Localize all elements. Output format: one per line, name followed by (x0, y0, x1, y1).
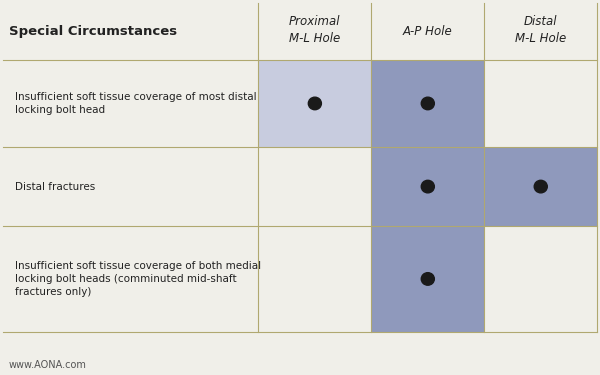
Ellipse shape (534, 180, 547, 193)
Bar (259, 60, 371, 147)
Text: Insufficient soft tissue coverage of both medial
locking bolt heads (comminuted : Insufficient soft tissue coverage of bot… (14, 261, 261, 297)
Ellipse shape (421, 273, 434, 285)
Text: M-L Hole: M-L Hole (515, 32, 566, 45)
Text: Distal: Distal (524, 15, 557, 28)
Bar (484, 147, 597, 226)
Text: www.AONA.com: www.AONA.com (9, 360, 86, 370)
Text: M-L Hole: M-L Hole (289, 32, 340, 45)
Bar (371, 60, 484, 147)
Text: A-P Hole: A-P Hole (403, 25, 452, 38)
Ellipse shape (308, 97, 322, 110)
Bar (371, 226, 484, 332)
Ellipse shape (421, 180, 434, 193)
Bar (371, 147, 484, 226)
Text: Special Circumstances: Special Circumstances (9, 25, 177, 38)
Text: Insufficient soft tissue coverage of most distal
locking bolt head: Insufficient soft tissue coverage of mos… (14, 92, 256, 115)
Text: Distal fractures: Distal fractures (14, 182, 95, 192)
Ellipse shape (421, 97, 434, 110)
Text: Proximal: Proximal (289, 15, 341, 28)
